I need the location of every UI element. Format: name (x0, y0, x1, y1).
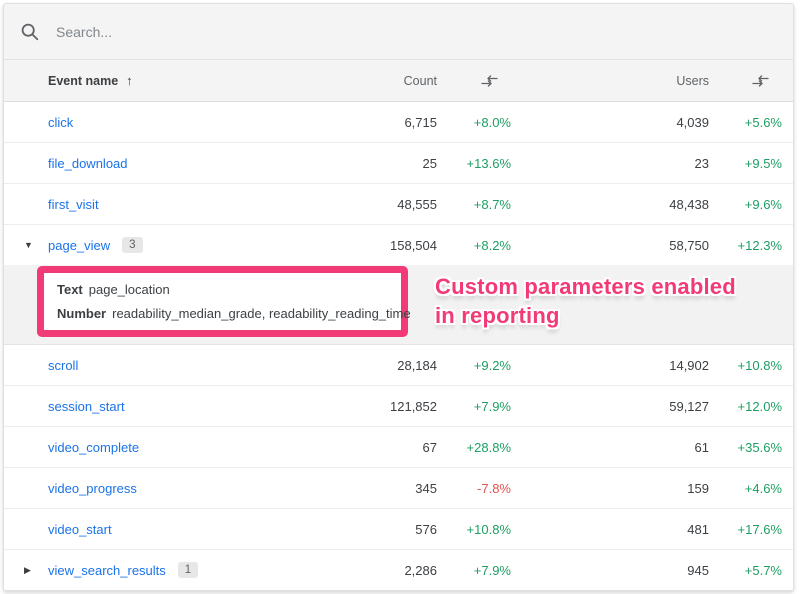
table-row: video_progress 345 -7.8% 159 +4.6% (4, 468, 793, 509)
search-input[interactable] (54, 22, 777, 41)
event-name-link[interactable]: session_start (48, 398, 125, 414)
parameter-row-text: Text page_location (57, 282, 401, 297)
event-name-link[interactable]: video_progress (48, 480, 137, 496)
event-name-header-label: Event name (48, 73, 119, 88)
annotation-line-2: in reporting (435, 303, 560, 328)
search-bar (4, 4, 793, 60)
count-value: 6,715 (404, 114, 437, 130)
event-name-link[interactable]: file_download (48, 155, 128, 171)
parameter-count-badge: 1 (177, 562, 199, 578)
parameters-highlight-box: Text page_location Number readability_medi… (37, 266, 411, 337)
users-value: 4,039 (676, 114, 709, 130)
count-value: 121,852 (390, 398, 437, 414)
users-value: 59,127 (669, 398, 709, 414)
users-change-value: +4.6% (744, 480, 782, 496)
search-icon (21, 23, 39, 40)
table-row: ▼ page_view 3 158,504 +8.2% 58,750 +12.3% (4, 225, 793, 265)
parameter-count-badge: 3 (122, 237, 143, 253)
expand-row-icon[interactable]: ▶ (24, 564, 31, 575)
users-change-value: +12.0% (737, 398, 782, 414)
table-row: file_download 25 +13.6% 23 +9.5% (4, 143, 793, 184)
rows-before-expansion: click 6,715 +8.0% 4,039 +5.6% file_download 25… (4, 102, 793, 265)
sort-ascending-icon[interactable]: ↑ (126, 73, 133, 88)
users-change-value: +9.6% (744, 196, 782, 212)
column-header-users[interactable]: Users (676, 73, 709, 88)
table-row: scroll 28,184 +9.2% 14,902 +10.8% (4, 345, 793, 386)
table-row: session_start 121,852 +7.9% 59,127 +12.0% (4, 386, 793, 427)
users-change-value: +17.6% (737, 521, 782, 537)
table-row: click 6,715 +8.0% 4,039 +5.6% (4, 102, 793, 143)
events-table-card: Event name ↑ Count Users click 6,715 +8.0%… (3, 3, 794, 591)
users-value: 58,750 (669, 237, 709, 253)
event-name-link[interactable]: first_visit (48, 196, 99, 212)
count-change-value: +8.7% (473, 196, 511, 212)
users-value: 14,902 (669, 357, 709, 373)
count-value: 28,184 (397, 357, 437, 373)
users-value: 159 (687, 480, 709, 496)
count-change-value: -7.8% (477, 480, 511, 496)
count-change-value: +8.2% (473, 237, 511, 253)
annotation-line-1: Custom parameters enabled (435, 274, 736, 299)
count-value: 158,504 (390, 237, 437, 253)
count-value: 2,286 (404, 562, 437, 578)
users-change-value: +35.6% (737, 439, 782, 455)
users-change-value: +9.5% (744, 155, 782, 171)
column-header-count[interactable]: Count (403, 73, 437, 88)
users-value: 945 (687, 562, 709, 578)
event-name-link[interactable]: view_search_results (48, 562, 166, 578)
parameter-names: readability_median_grade, readability_re… (112, 306, 411, 321)
parameter-names: page_location (88, 282, 170, 297)
count-change-value: +28.8% (466, 439, 511, 455)
table-row: ▶ view_search_results 1 2,286 +7.9% 945 +5.7% (4, 550, 793, 590)
annotation-text: Custom parameters enabled in reporting (435, 272, 736, 330)
parameter-type-label: Text (57, 282, 83, 297)
count-value: 345 (415, 480, 437, 496)
users-value: 481 (687, 521, 709, 537)
count-change-value: +9.2% (473, 357, 511, 373)
count-value: 48,555 (397, 196, 437, 212)
count-change-value: +8.0% (473, 114, 511, 130)
event-name-link[interactable]: scroll (48, 357, 79, 373)
users-value: 23 (694, 155, 709, 171)
table-header-row: Event name ↑ Count Users (4, 60, 793, 102)
users-change-value: +5.6% (744, 114, 782, 130)
count-change-value: +10.8% (466, 521, 511, 537)
users-change-value: +12.3% (737, 237, 782, 253)
event-name-link[interactable]: video_complete (48, 439, 140, 455)
rows-after-expansion: scroll 28,184 +9.2% 14,902 +10.8% session_sta… (4, 345, 793, 590)
users-percent-change-icon[interactable] (752, 74, 769, 87)
event-name-link[interactable]: video_start (48, 521, 112, 537)
users-change-value: +10.8% (737, 357, 782, 373)
users-value: 61 (694, 439, 709, 455)
count-value: 25 (422, 155, 437, 171)
table-row: video_start 576 +10.8% 481 +17.6% (4, 509, 793, 550)
count-change-value: +7.9% (473, 562, 511, 578)
table-row: video_complete 67 +28.8% 61 +35.6% (4, 427, 793, 468)
event-name-link[interactable]: page_view (48, 237, 111, 253)
count-change-value: +7.9% (473, 398, 511, 414)
count-change-value: +13.6% (466, 155, 511, 171)
count-value: 576 (415, 521, 437, 537)
event-name-link[interactable]: click (48, 114, 74, 130)
count-value: 67 (422, 439, 437, 455)
table-row: first_visit 48,555 +8.7% 48,438 +9.6% (4, 184, 793, 225)
users-change-value: +5.7% (744, 562, 782, 578)
parameter-row-number: Number readability_median_grade, readabil… (57, 306, 411, 321)
users-value: 48,438 (669, 196, 709, 212)
page-view-parameters-panel: Text page_location Number readability_medi… (4, 265, 793, 345)
count-percent-change-icon[interactable] (481, 74, 498, 87)
parameter-type-label: Number (57, 306, 107, 321)
column-header-event-name[interactable]: Event name ↑ (24, 73, 327, 88)
collapse-row-icon[interactable]: ▼ (24, 240, 33, 250)
